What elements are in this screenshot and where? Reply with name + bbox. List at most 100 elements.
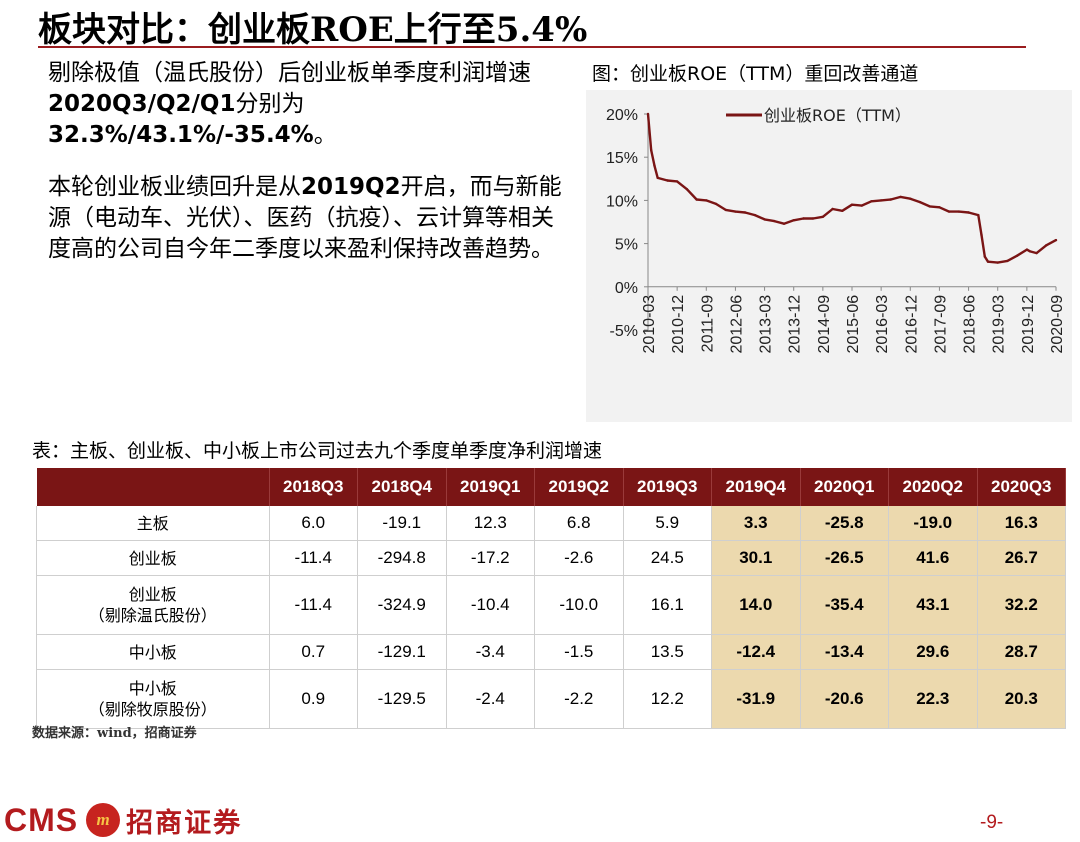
table-cell: 20.3 — [977, 669, 1066, 729]
roe-data-point — [870, 200, 873, 203]
roe-data-point — [821, 215, 825, 218]
table-cell: -2.2 — [534, 669, 624, 729]
table-cell: -1.5 — [534, 634, 624, 670]
table-cell: -294.8 — [357, 540, 447, 576]
x-tick-label: 2016-03 — [874, 295, 891, 354]
table-cell: 24.5 — [623, 540, 712, 576]
table-cell: 16.1 — [623, 575, 712, 635]
row-label-main: 主板 — [136, 513, 169, 533]
roe-data-point — [899, 195, 902, 199]
logo-chinese-text: 招商证券 — [126, 807, 243, 839]
logo-badge-letter: m — [96, 810, 110, 829]
roe-data-point — [714, 202, 718, 206]
roe-data-point — [860, 204, 863, 207]
roe-data-point — [773, 219, 776, 223]
table-cell: 43.1 — [888, 575, 978, 635]
table-cell: -19.1 — [357, 506, 447, 541]
table-header-2018q4: 2018Q4 — [357, 468, 447, 506]
table-caption: 表：主板、创业板、中小板上市公司过去九个季度单季度净利润增速 — [32, 440, 603, 462]
table-cell: 22.3 — [888, 669, 978, 729]
table-cell: -12.4 — [711, 634, 801, 670]
table-header-2020q1: 2020Q1 — [800, 468, 889, 506]
roe-data-point — [850, 203, 854, 206]
table-cell: -35.4 — [800, 575, 889, 635]
paragraph1-quarters: 2020Q3/Q2/Q1 — [48, 91, 236, 117]
table-cell: -129.5 — [357, 669, 447, 729]
table-cell: 32.2 — [977, 575, 1066, 635]
logo-latin-text: CMS — [4, 801, 79, 838]
roe-data-point — [957, 210, 961, 213]
y-tick-label: -5% — [610, 323, 638, 340]
roe-data-point — [650, 149, 653, 152]
table-cell: 6.8 — [534, 506, 624, 541]
roe-data-point — [889, 198, 893, 201]
table-header-2018q3: 2018Q3 — [269, 468, 358, 506]
roe-data-point — [928, 205, 931, 208]
paragraph1-text-2: 分别为 — [235, 91, 305, 117]
table-corner-cell — [36, 468, 270, 506]
x-tick-label: 2012-06 — [728, 295, 745, 354]
company-logo: CMS m 招商证券 — [4, 798, 242, 842]
roe-data-point — [753, 213, 757, 217]
table-cell: 6.0 — [269, 506, 358, 541]
table-cell: 5.9 — [623, 506, 712, 541]
roe-data-point — [983, 255, 986, 258]
title-underline — [38, 46, 1026, 48]
table-row: 创业板 （剔除温氏股份） -11.4 -324.9 -10.4 -10.0 16.1 14.0… — [36, 575, 1066, 635]
x-tick-label: 2019-03 — [991, 295, 1008, 354]
roe-data-point — [802, 217, 805, 220]
x-tick-label: 2018-06 — [962, 295, 979, 354]
table-header-2019q3: 2019Q3 — [623, 468, 712, 506]
y-tick-label: 0% — [615, 280, 638, 297]
row-label-note: （剔除温氏股份） — [88, 606, 217, 625]
roe-data-point — [1028, 250, 1032, 253]
paragraph1-text-3: 。 — [313, 122, 337, 148]
x-tick-label: 2019-12 — [1020, 295, 1037, 354]
roe-data-point — [782, 222, 786, 225]
roe-data-point — [1045, 244, 1048, 247]
row-label-main: 中小板 — [128, 642, 177, 662]
table-header-2020q3: 2020Q3 — [977, 468, 1066, 506]
table-cell: 29.6 — [888, 634, 978, 670]
x-tick-label: 2013-12 — [787, 295, 804, 354]
table-cell: 30.1 — [711, 540, 801, 576]
x-tick-label: 2010-03 — [641, 295, 658, 354]
roe-data-point — [656, 176, 659, 180]
paragraph-recovery: 本轮创业板业绩回升是从2019Q2开启，而与新能源（电动车、光伏）、医药（抗疫）… — [48, 172, 568, 265]
roe-data-point — [1035, 251, 1038, 255]
x-tick-label: 2016-12 — [903, 295, 920, 354]
roe-data-point — [1025, 248, 1029, 251]
roe-data-point — [879, 199, 883, 202]
roe-data-point — [811, 217, 815, 220]
table-cell: -26.5 — [800, 540, 889, 576]
table-cell: 41.6 — [888, 540, 978, 576]
table-row-label: 中小板 — [36, 634, 270, 670]
roe-data-point — [841, 209, 844, 212]
table-header-2019q2: 2019Q2 — [534, 468, 624, 506]
table-cell: 14.0 — [711, 575, 801, 635]
paragraph2-quarter: 2019Q2 — [301, 174, 401, 200]
roe-data-point — [763, 218, 766, 221]
table-cell: 13.5 — [623, 634, 712, 670]
roe-data-point — [1054, 238, 1058, 242]
table-header-2020q2: 2020Q2 — [888, 468, 978, 506]
roe-data-point — [1006, 259, 1009, 263]
roe-chart-panel: -5% 0% 5% 10% 15% 20% 2010-03 2010-12 2011-09 201… — [586, 90, 1072, 422]
table-cell: -31.9 — [711, 669, 801, 729]
chart-caption: 图：创业板ROE（TTM）重回改善通道 — [592, 63, 919, 85]
y-tick-label: 5% — [615, 237, 638, 254]
roe-data-point — [986, 260, 990, 263]
roe-data-point — [980, 233, 983, 237]
roe-data-point — [685, 188, 689, 191]
data-source: 数据来源：wind，招商证券 — [32, 726, 197, 741]
table-row: 中小板 0.7 -129.1 -3.4 -1.5 13.5 -12.4 -13.4 29.6 28… — [36, 634, 1066, 670]
table-header-2019q4: 2019Q4 — [711, 468, 801, 506]
paragraph1-text-1: 剔除极值（温氏股份）后创业板单季度利润增速 — [48, 60, 531, 86]
table-cell: -129.1 — [357, 634, 447, 670]
table-cell: 12.2 — [623, 669, 712, 729]
table-header-2019q1: 2019Q1 — [446, 468, 535, 506]
table-cell: -10.0 — [534, 575, 624, 635]
row-label-main: 创业板 — [128, 585, 177, 604]
table-cell: -20.6 — [800, 669, 889, 729]
roe-data-point — [705, 199, 708, 202]
